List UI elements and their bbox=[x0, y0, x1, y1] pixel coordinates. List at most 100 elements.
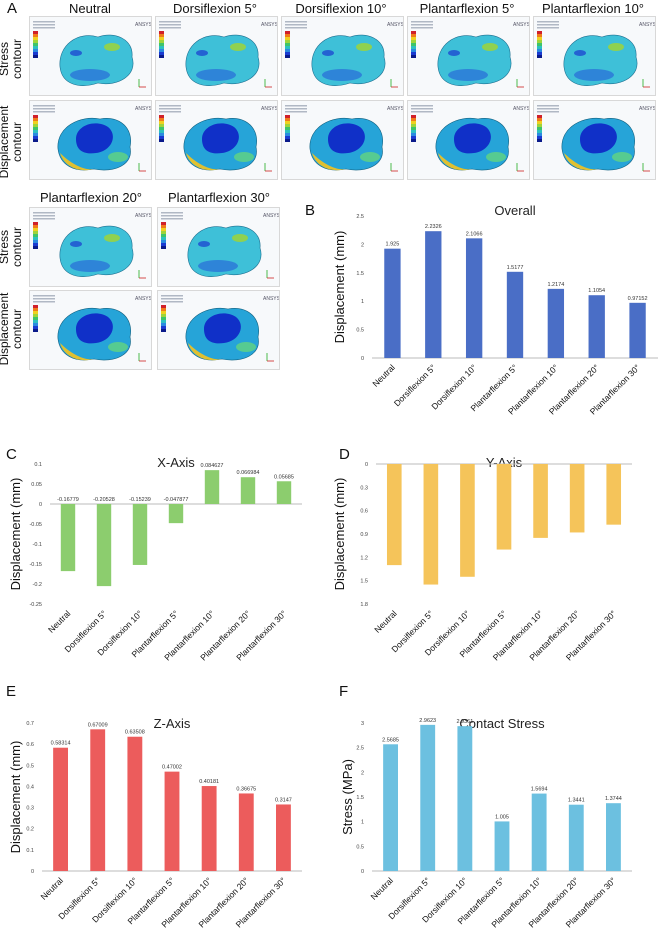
displacement-contour-image: ANSYS bbox=[157, 290, 280, 370]
y-tick-label: 0 bbox=[365, 462, 368, 468]
legend-swatch bbox=[285, 46, 290, 49]
legend-swatch bbox=[159, 127, 164, 130]
stress-region-high bbox=[232, 234, 248, 242]
legend-swatch bbox=[411, 31, 416, 34]
displacement-region-min bbox=[202, 123, 239, 154]
x-tick-label: Dorsiflexion 5° bbox=[392, 362, 438, 408]
legend-swatch bbox=[161, 240, 166, 243]
stress-contour-image: ANSYS bbox=[533, 16, 656, 96]
legend-swatch bbox=[159, 124, 164, 127]
stress-region-low bbox=[448, 69, 488, 81]
legend-swatch bbox=[411, 37, 416, 40]
bone-model bbox=[59, 34, 134, 86]
legend-swatch bbox=[537, 52, 542, 55]
stress-region-high bbox=[104, 43, 120, 51]
column-title-plantarflexion-10: Plantarflexion 10° bbox=[541, 1, 645, 16]
bone-model bbox=[561, 117, 635, 171]
data-label: 2.9361 bbox=[456, 719, 473, 725]
ansys-logo-text: ANSYS bbox=[261, 106, 277, 112]
chart-title: Overall bbox=[494, 203, 535, 218]
ansys-logo-text: ANSYS bbox=[263, 213, 279, 219]
header-text-line bbox=[161, 295, 183, 297]
bone-model bbox=[437, 34, 512, 86]
legend-swatch bbox=[33, 139, 38, 142]
panel-b-label: B bbox=[305, 202, 316, 219]
header-text-line bbox=[411, 21, 433, 23]
legend-swatch bbox=[33, 40, 38, 43]
y-tick-label: 1 bbox=[361, 820, 364, 826]
legend-swatch bbox=[285, 124, 290, 127]
bar-3 bbox=[465, 238, 483, 358]
legend-swatch bbox=[537, 37, 542, 40]
y-tick-label: 0.4 bbox=[26, 784, 34, 790]
data-label: 0.58314 bbox=[51, 741, 71, 747]
stress-region-min bbox=[448, 50, 460, 56]
stress-region-low bbox=[70, 260, 110, 272]
header-text-line bbox=[537, 27, 559, 29]
legend-swatch bbox=[411, 127, 416, 130]
data-label: 0.97152 bbox=[628, 296, 648, 302]
y-tick-label: -0.1 bbox=[33, 542, 42, 548]
legend-swatch bbox=[159, 34, 164, 37]
header-text-line bbox=[411, 27, 433, 29]
chart-title: Z-Axis bbox=[154, 716, 191, 731]
stress-region-low bbox=[70, 69, 110, 81]
legend-swatch bbox=[285, 55, 290, 58]
header-text-line bbox=[161, 301, 183, 303]
stress-contour-image: ANSYS bbox=[29, 16, 152, 96]
ansys-logo-text: ANSYS bbox=[639, 106, 655, 112]
bar-2 bbox=[96, 504, 112, 587]
header-text-line bbox=[159, 108, 181, 110]
bone-model bbox=[57, 307, 131, 361]
y-tick-label: 0 bbox=[361, 356, 364, 362]
header-text-line bbox=[537, 108, 559, 110]
displacement-region-min bbox=[328, 123, 365, 154]
displacement-region-high bbox=[564, 153, 598, 171]
bar-4 bbox=[168, 504, 184, 524]
bone-model bbox=[563, 34, 638, 86]
bar-4 bbox=[506, 271, 524, 358]
y-tick-label: 1.5 bbox=[356, 795, 364, 801]
data-label: 1.925 bbox=[386, 242, 400, 248]
row-label-stress-bottom: Stress contour bbox=[0, 226, 24, 268]
y-tick-label: 0.5 bbox=[356, 844, 364, 850]
bar-5 bbox=[204, 470, 220, 504]
bar-3 bbox=[460, 464, 475, 577]
ansys-logo-text: ANSYS bbox=[263, 296, 279, 302]
legend-swatch bbox=[411, 40, 416, 43]
bone-model bbox=[435, 117, 509, 171]
panel-c-label: C bbox=[6, 446, 17, 463]
legend-swatch bbox=[159, 121, 164, 124]
legend-swatch bbox=[33, 52, 38, 55]
bar-5 bbox=[201, 786, 217, 871]
y-tick-label: -0.25 bbox=[29, 602, 42, 608]
ansys-logo-text: ANSYS bbox=[387, 106, 403, 112]
y-axis-label: Displacement (mm) bbox=[8, 478, 23, 591]
displacement-region-mid bbox=[234, 152, 254, 162]
legend-swatch bbox=[537, 127, 542, 130]
bar-3 bbox=[457, 726, 473, 871]
y-tick-label: 0.3 bbox=[26, 806, 34, 812]
stress-region-min bbox=[70, 50, 82, 56]
header-text-line bbox=[33, 295, 55, 297]
stress-contour-image: ANSYS bbox=[281, 16, 404, 96]
y-tick-label: 1.5 bbox=[356, 271, 364, 277]
data-label: 2.9623 bbox=[419, 718, 436, 724]
bar-3 bbox=[132, 504, 148, 565]
legend-swatch bbox=[33, 46, 38, 49]
data-label: -0.047877 bbox=[164, 497, 189, 503]
legend-swatch bbox=[411, 124, 416, 127]
y-tick-label: 0.1 bbox=[34, 462, 42, 468]
y-tick-label: 2.5 bbox=[356, 214, 364, 220]
header-text-line bbox=[33, 21, 55, 23]
legend-swatch bbox=[537, 130, 542, 133]
header-text-line bbox=[33, 298, 55, 300]
data-label: 1.5694 bbox=[531, 787, 548, 793]
header-text-line bbox=[33, 212, 55, 214]
z-axis-displacement-chart: Z-Axis Displacement (mm) 0 0.1 0.2 0.3 0.4 0.5 0… bbox=[8, 716, 302, 930]
x-tick-label: Neutral bbox=[370, 362, 397, 389]
displacement-contour-image: ANSYS bbox=[29, 100, 152, 180]
legend-swatch bbox=[33, 329, 38, 332]
header-text-line bbox=[285, 27, 307, 29]
y-tick-label: 2 bbox=[361, 242, 364, 248]
